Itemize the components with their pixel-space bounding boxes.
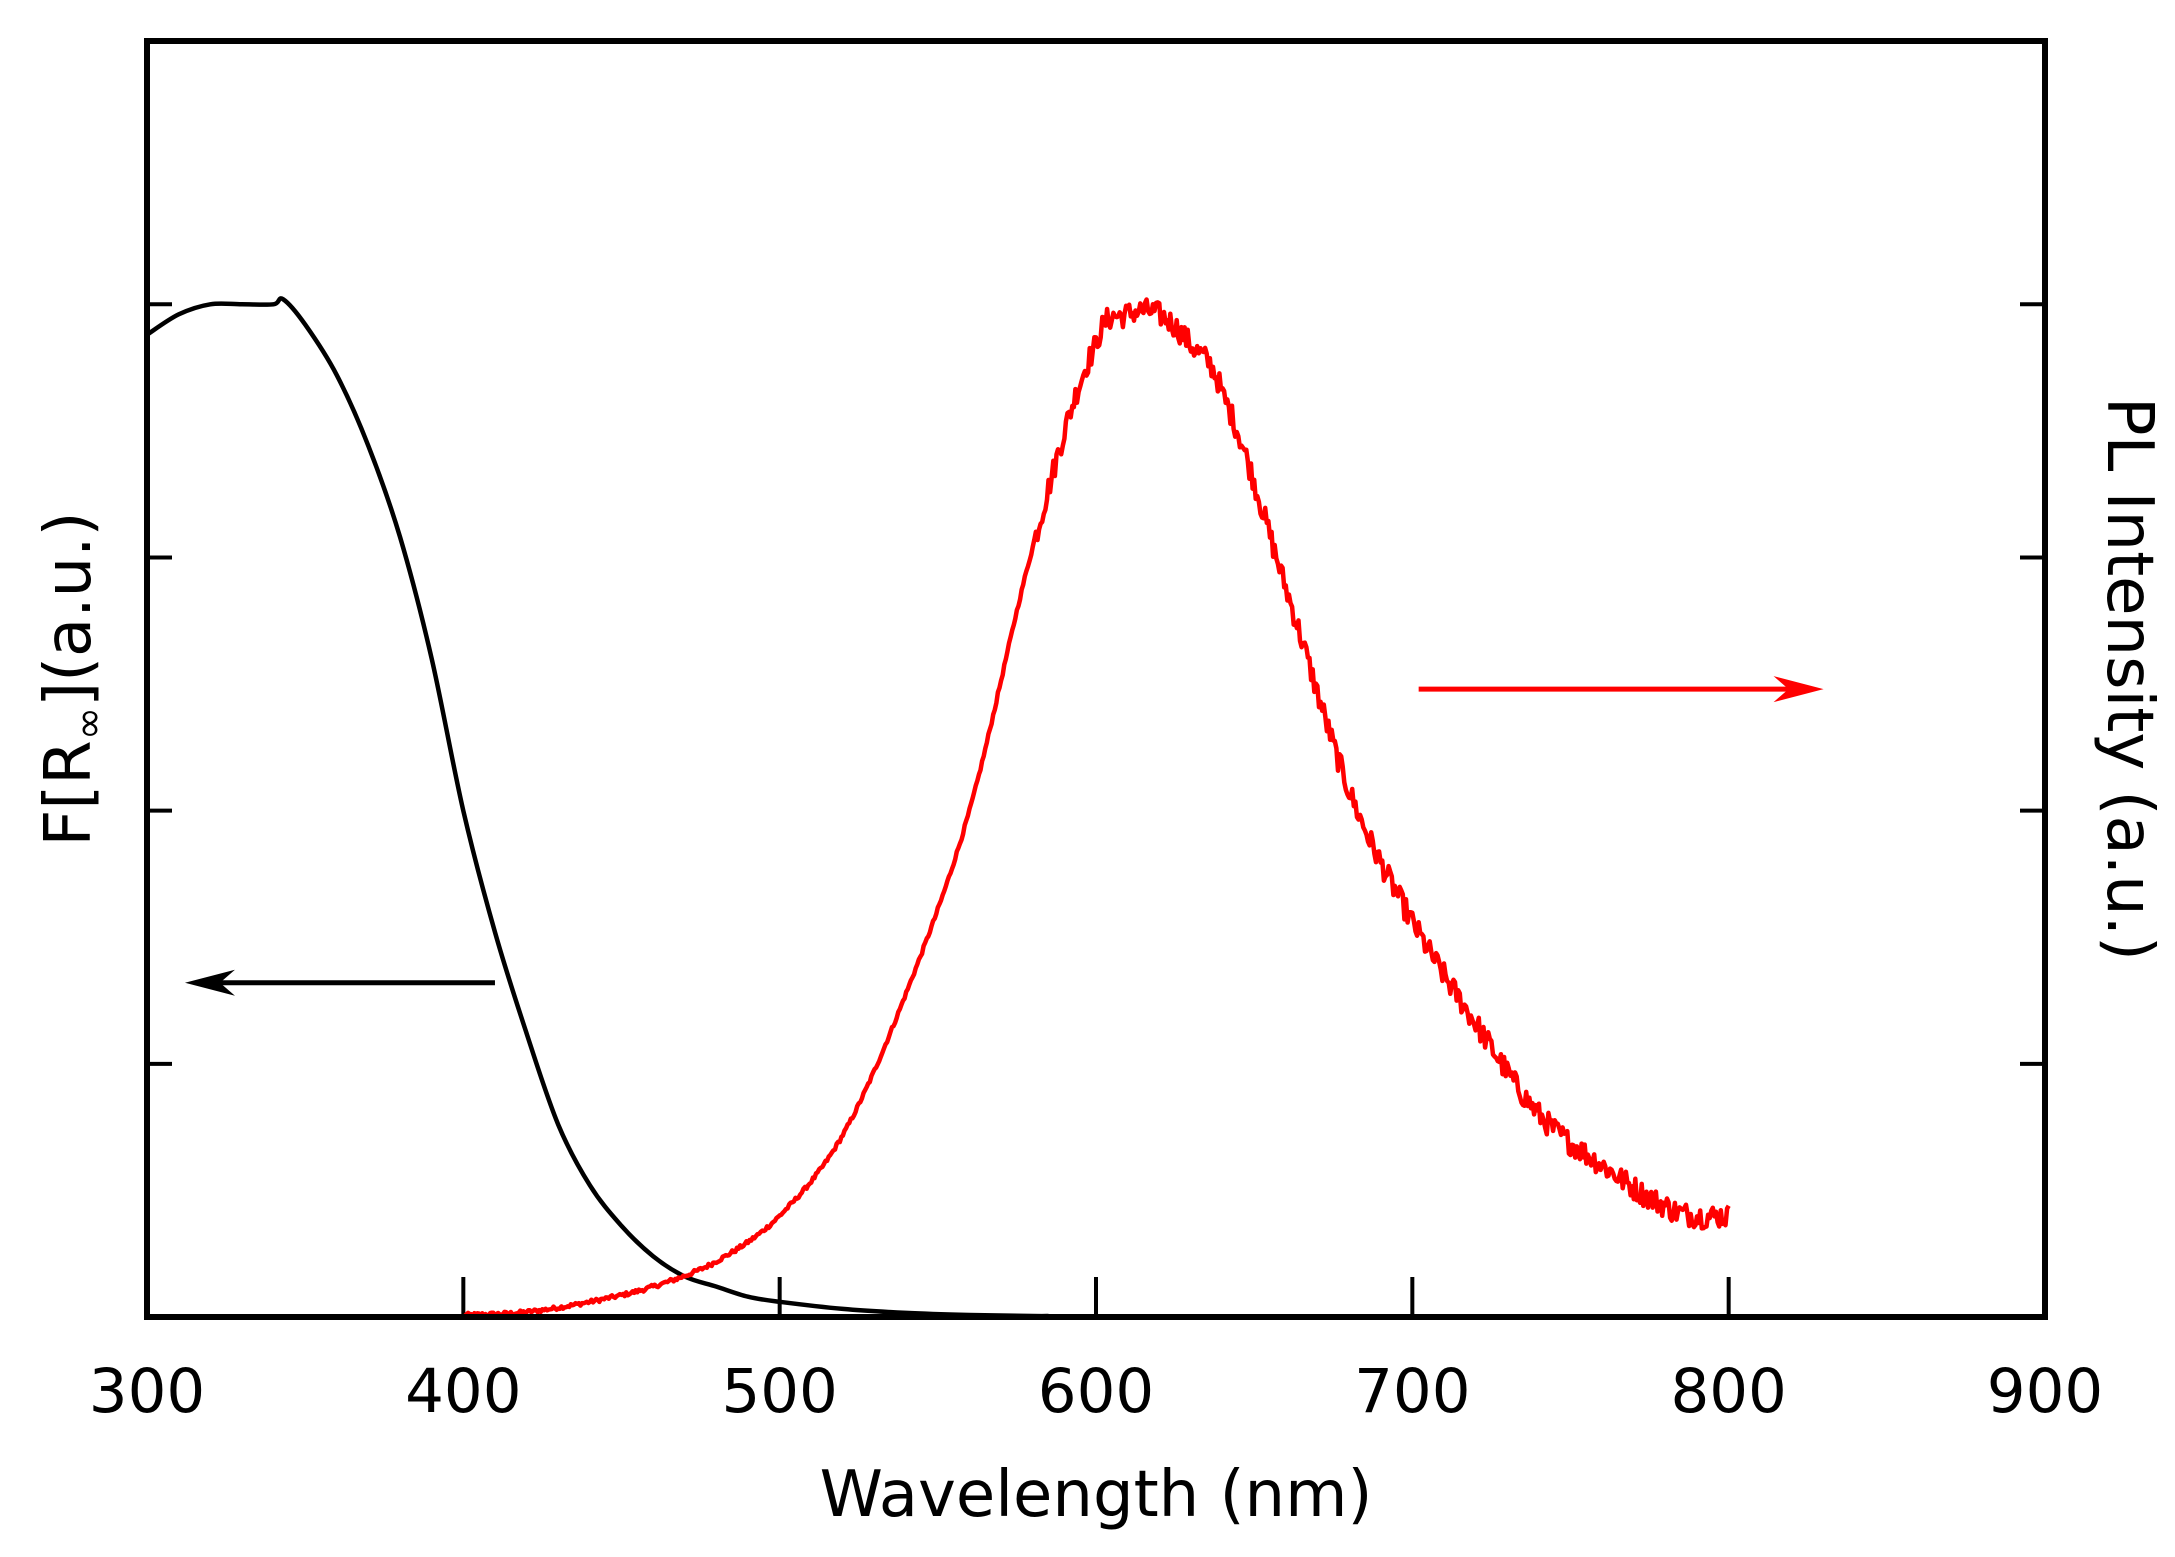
- y-axis-label-right: PL Intensity (a.u.): [2092, 397, 2166, 961]
- x-tick-label-900: 900: [1987, 1356, 2103, 1427]
- plot-frame: [144, 38, 2048, 1320]
- y-left-label-part-3: ](a.u.): [32, 512, 106, 707]
- arrow-left-head: [184, 969, 235, 996]
- x-axis-label: Wavelength (nm): [820, 1458, 1373, 1532]
- x-tick-label-300: 300: [89, 1356, 205, 1427]
- series-line-pl-intensity: [461, 297, 1731, 1319]
- x-tick-label-400: 400: [405, 1356, 521, 1427]
- x-tick-label-500: 500: [721, 1356, 837, 1427]
- x-tick-label-800: 800: [1670, 1356, 1786, 1427]
- y-axis-label-left: F[R∞](a.u.): [32, 512, 112, 847]
- x-tick-labels: 300 400 500 600 700 800 900: [89, 1356, 2103, 1427]
- x-tick-label-700: 700: [1354, 1356, 1470, 1427]
- y-left-label-subscript: ∞: [66, 707, 112, 740]
- axis-ticks: [145, 302, 2047, 1317]
- direction-arrows: [184, 676, 1824, 996]
- y-left-label-part-1: F[R: [32, 740, 106, 846]
- x-tick-label-600: 600: [1038, 1356, 1154, 1427]
- arrow-right-head: [1773, 676, 1824, 703]
- series-line-absorption: [145, 296, 1049, 1319]
